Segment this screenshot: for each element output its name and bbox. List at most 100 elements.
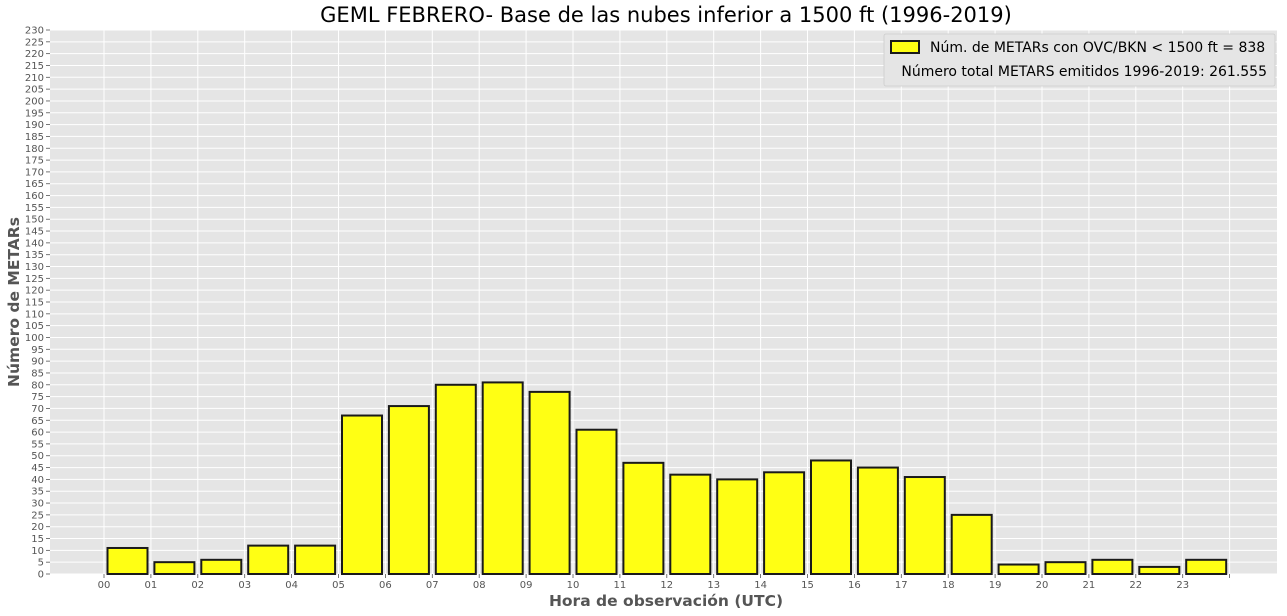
y-tick-label: 155 [25,203,44,214]
y-tick-label: 230 [25,26,44,37]
y-tick-label: 220 [25,49,44,60]
y-tick-label: 145 [25,227,44,238]
bar-12 [669,473,712,575]
bar-19 [997,563,1040,575]
y-tick-label: 45 [31,463,44,474]
bar-22 [1138,565,1181,576]
y-tick-label: 65 [31,416,44,427]
x-tick-label: 03 [238,580,251,591]
y-tick-label: 40 [31,475,44,486]
x-tick-label: 02 [191,580,204,591]
x-tick-label: 21 [1083,580,1096,591]
bar-15 [810,459,852,576]
bar-13 [716,478,759,575]
x-tick-label: 09 [520,580,533,591]
y-tick-label: 125 [25,274,44,285]
y-tick-label: 115 [25,298,44,309]
legend-note: Número total METARS emitidos 1996-2019: … [901,64,1267,80]
y-tick-label: 70 [31,404,44,415]
chart-title: GEML FEBRERO- Base de las nubes inferior… [320,3,1012,27]
x-tick-label: 05 [332,580,345,591]
bar-04 [294,544,337,575]
bar-10 [575,428,618,575]
y-tick-label: 80 [31,380,44,391]
x-tick-label: 11 [614,580,627,591]
y-tick-label: 85 [31,368,44,379]
y-tick-label: 15 [31,534,44,545]
x-tick-label: 13 [707,580,720,591]
bars [106,381,1228,576]
bar-09 [528,390,571,575]
y-tick-label: 120 [25,286,44,297]
bar-05 [341,414,383,575]
bar-20 [1044,561,1087,575]
y-tick-label: 210 [25,73,44,84]
y-tick-label: 30 [31,499,44,510]
bar-06 [387,405,430,576]
y-tick-label: 60 [31,428,44,439]
y-axis-ticks: 0510152025303540455055606570758085909510… [25,26,50,581]
y-axis-label: Número de METARs [5,217,23,387]
bar-18 [950,513,993,576]
y-tick-label: 75 [31,392,44,403]
y-tick-label: 105 [25,321,44,332]
x-tick-label: 20 [1036,580,1049,591]
y-tick-label: 150 [25,215,44,226]
y-tick-label: 200 [25,96,44,107]
y-tick-label: 5 [38,558,44,569]
bar-17 [903,476,946,576]
x-tick-label: 23 [1176,580,1189,591]
y-tick-label: 110 [25,309,44,320]
bar-07 [434,383,477,576]
y-tick-label: 215 [25,61,44,72]
y-tick-label: 35 [31,487,44,498]
bar-02 [200,558,243,576]
y-tick-label: 25 [31,510,44,521]
x-tick-label: 14 [754,580,767,591]
bar-14 [763,471,806,575]
y-tick-label: 0 [38,570,44,581]
bar-11 [622,461,665,575]
bar-01 [153,561,196,575]
legend: Núm. de METARs con OVC/BKN < 1500 ft = 8… [883,33,1276,87]
x-tick-label: 04 [285,580,298,591]
x-tick-label: 16 [848,580,861,591]
y-tick-label: 170 [25,167,44,178]
y-tick-label: 175 [25,156,44,167]
x-tick-label: 06 [379,580,392,591]
x-tick-label: 01 [145,580,158,591]
y-tick-label: 180 [25,144,44,155]
y-tick-label: 100 [25,333,44,344]
bar-00 [106,546,149,575]
bar-03 [247,544,290,575]
y-tick-label: 10 [31,546,44,557]
bar-23 [1185,558,1228,576]
x-axis-ticks: 00 01 02 03 04 05 06 07 08 09 10 11 12 13 14 15 16 17 18 19… [98,574,1230,591]
x-tick-label: 10 [567,580,580,591]
legend-series-label: Núm. de METARs con OVC/BKN < 1500 ft = 8… [930,40,1265,56]
y-tick-label: 160 [25,191,44,202]
y-tick-label: 90 [31,357,44,368]
y-tick-label: 55 [31,439,44,450]
y-tick-label: 95 [31,345,44,356]
y-tick-label: 185 [25,132,44,143]
x-tick-label: 17 [895,580,908,591]
x-tick-label: 22 [1129,580,1142,591]
x-tick-label: 18 [942,580,955,591]
x-tick-label: 12 [660,580,673,591]
x-tick-label: 15 [801,580,814,591]
y-tick-label: 225 [25,37,44,48]
y-tick-label: 130 [25,262,44,273]
bar-08 [481,381,524,575]
y-tick-label: 190 [25,120,44,131]
y-tick-label: 205 [25,85,44,96]
x-tick-label: 07 [426,580,439,591]
y-tick-label: 140 [25,238,44,249]
y-tick-label: 20 [31,522,44,533]
legend-swatch [890,40,920,54]
y-tick-label: 50 [31,451,44,462]
x-tick-label: 00 [98,580,111,591]
bar-16 [856,466,899,575]
bar-21 [1091,558,1134,576]
y-tick-label: 135 [25,250,44,261]
